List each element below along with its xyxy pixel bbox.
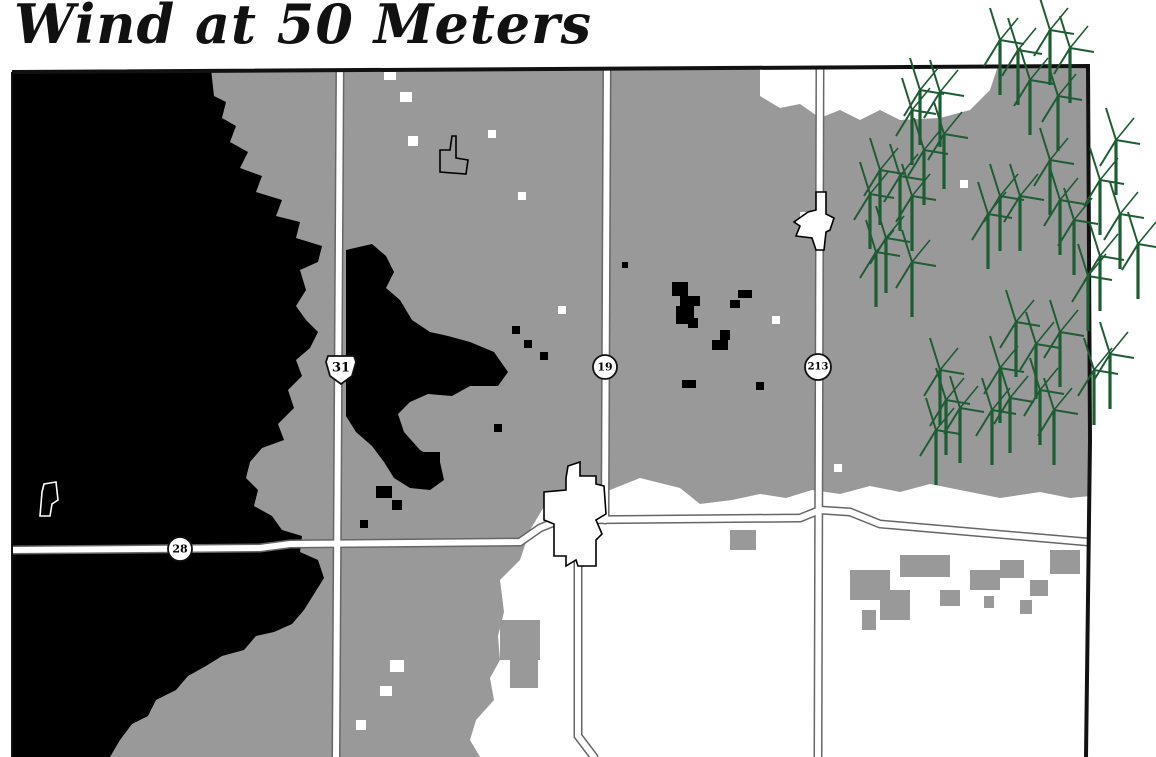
town-boundary-icon — [39, 481, 59, 517]
m-28-label: 28 — [172, 543, 188, 556]
m-28-shield: 28 — [167, 536, 193, 562]
medium-wind-patches — [500, 530, 1080, 688]
town-boundaries — [439, 135, 835, 568]
high-wind-zone-west — [12, 66, 324, 757]
m-213-label: 213 — [808, 362, 829, 373]
m-19-shield: 19 — [592, 354, 618, 380]
town-boundary-icon — [792, 191, 835, 251]
town-boundary-icon — [543, 460, 607, 568]
m-213-shield: 213 — [804, 353, 832, 381]
us-31-shield: 31 — [325, 355, 357, 386]
low-wind-zone-south — [470, 478, 1090, 757]
town-boundary-icon — [439, 135, 469, 175]
map-border — [11, 63, 1093, 757]
m-19-label: 19 — [597, 361, 612, 374]
high-wind-zone-central — [346, 244, 508, 490]
high-wind-specks — [360, 262, 764, 528]
page-title: Wind at 50 Meters — [14, 0, 592, 56]
us-31-label: 31 — [332, 361, 350, 376]
